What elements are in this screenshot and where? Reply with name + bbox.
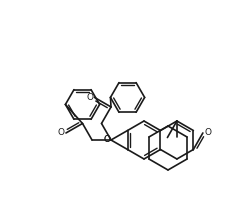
Text: O: O — [205, 129, 212, 137]
Text: O: O — [58, 129, 65, 137]
Text: O: O — [86, 93, 93, 102]
Text: O: O — [103, 135, 110, 145]
Text: O: O — [103, 135, 110, 145]
